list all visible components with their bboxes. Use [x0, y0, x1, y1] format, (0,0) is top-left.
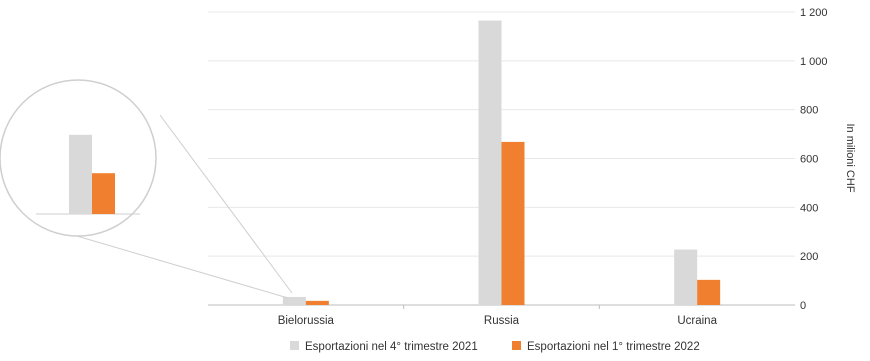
zoom-bars [69, 134, 115, 214]
x-category-label: Bielorussia [278, 315, 335, 327]
zoom-inset [0, 79, 293, 299]
y-tick-label: 200 [800, 251, 818, 263]
y-tick-label: 1 000 [800, 56, 828, 68]
legend-swatch-series-2 [512, 341, 521, 350]
bar [501, 141, 525, 305]
y-tick-label: 0 [800, 300, 806, 312]
legend: Esportazioni nel 4° trimestre 2021 Espor… [290, 341, 700, 353]
bar [697, 279, 721, 305]
zoom-bar [69, 134, 92, 214]
y-tick-label: 1 200 [800, 7, 828, 19]
bar [478, 20, 502, 305]
legend-label-series-1: Esportazioni nel 4° trimestre 2021 [305, 341, 478, 353]
y-axis-ticks: 0 200 400 600 800 1 000 1 200 [800, 7, 828, 312]
y-tick-label: 600 [800, 154, 818, 166]
bar [282, 296, 306, 305]
y-axis-title: In milioni CHF [844, 123, 856, 192]
legend-label-series-2: Esportazioni nel 1° trimestre 2022 [527, 341, 700, 353]
zoom-bar [92, 173, 115, 214]
category-separators [403, 305, 600, 309]
zoom-connector-line [159, 114, 293, 294]
x-axis-categories: Bielorussia Russia Ucraina [278, 315, 718, 327]
legend-swatch-series-1 [290, 341, 299, 350]
x-category-label: Russia [484, 315, 520, 327]
y-tick-label: 400 [800, 202, 818, 214]
bar [674, 249, 698, 305]
zoom-connector-line [69, 233, 289, 299]
y-tick-label: 800 [800, 105, 818, 117]
bar [305, 300, 329, 305]
bars [282, 20, 721, 305]
x-category-label: Ucraina [677, 315, 717, 327]
